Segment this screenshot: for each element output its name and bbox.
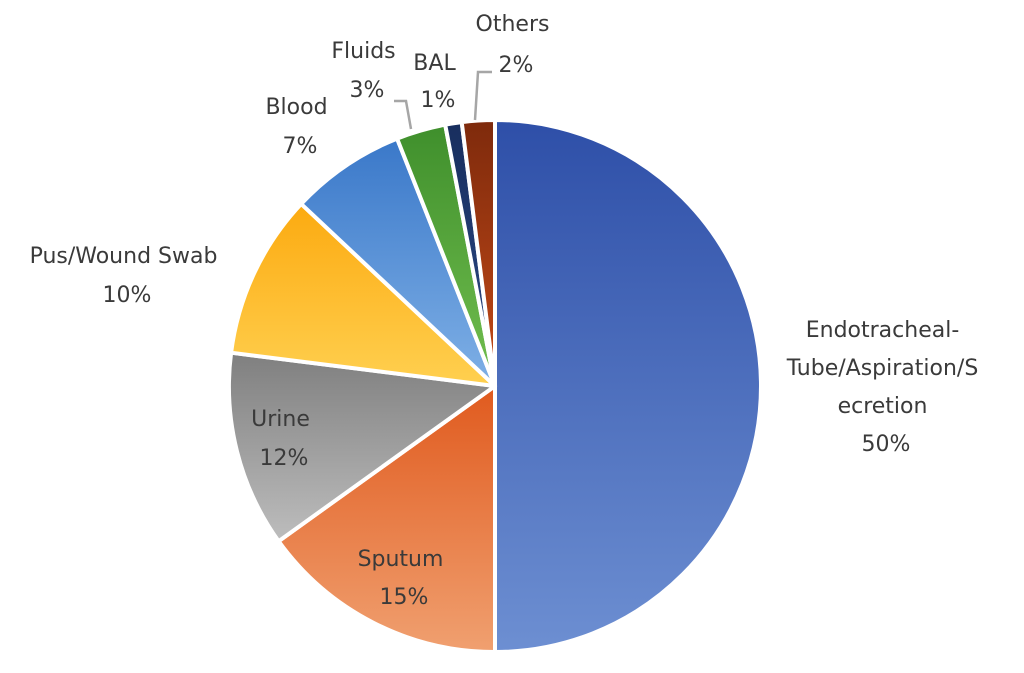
label-pus-wound-swab: Pus/Wound Swab 10% xyxy=(30,244,225,308)
slice-others xyxy=(459,118,497,388)
data-labels: Endotracheal- Tube/Aspiration/S ecretion… xyxy=(30,12,986,610)
slice-urine xyxy=(227,350,497,544)
label-sputum: Sputum 15% xyxy=(358,547,451,610)
slice-pus-wound-swab xyxy=(229,201,497,388)
leader-line-others xyxy=(473,70,492,121)
label-endotracheal: Endotracheal- Tube/Aspiration/S ecretion… xyxy=(786,318,986,457)
slice-blood xyxy=(299,136,497,388)
leader-line-fluids xyxy=(394,99,413,130)
slice-endotracheal xyxy=(493,118,763,654)
label-others: Others 2% xyxy=(476,12,557,78)
label-blood: Blood 7% xyxy=(265,95,334,159)
slice-sputum xyxy=(276,384,497,655)
pie-slices xyxy=(227,118,763,655)
label-fluids: Fluids 3% xyxy=(331,39,402,103)
label-bal: BAL 1% xyxy=(413,51,462,113)
label-urine: Urine 12% xyxy=(251,407,317,471)
